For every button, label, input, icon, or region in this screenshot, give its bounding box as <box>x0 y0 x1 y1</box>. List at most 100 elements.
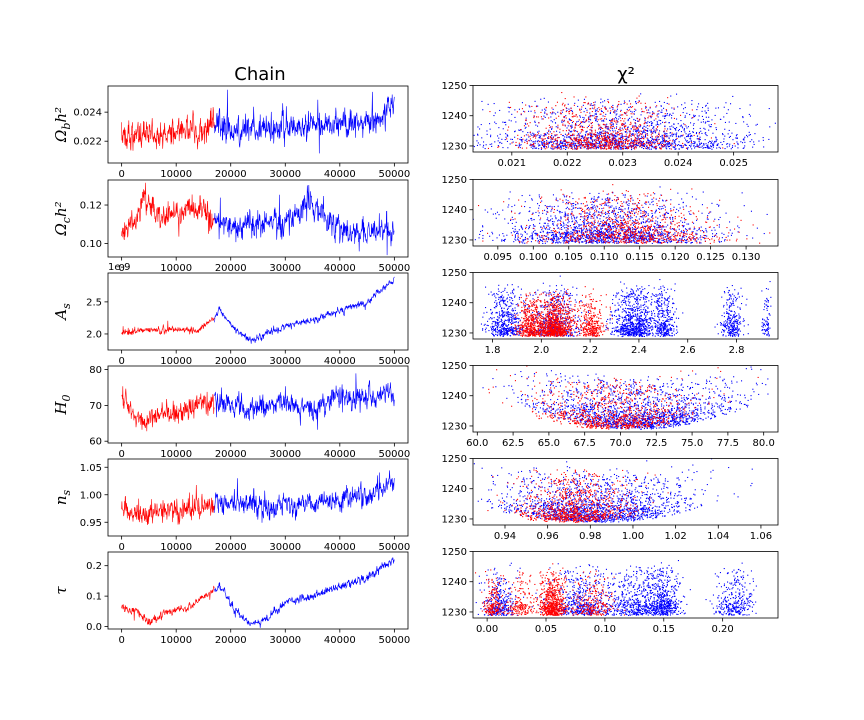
chi2-x-tick-label-1: 0.120 <box>661 252 690 263</box>
chain-x-tick-label-5: 20000 <box>215 635 247 646</box>
chain-x-tick-label-1: 0 <box>118 263 124 274</box>
chi2-y-tick-label-0: 1240 <box>442 111 467 122</box>
chi2-points-chain-2 <box>480 275 772 338</box>
chi2-panel-3: 60.0 62.5 65.0 67.5 70.0 72.5 75.0 77.5 80.0 1230… <box>442 361 779 449</box>
chain-panel-2: 0 10000 20000 30000 40000 50000 2.0 2.5 As 1e-9 <box>52 262 410 367</box>
chain-x-tick-label-3: 30000 <box>269 449 301 460</box>
chi2-panel-1: 0.095 0.100 0.105 0.110 0.115 0.120 0.125 0.130… <box>442 175 779 263</box>
chi2-x-tick-label-5: 0.05 <box>535 624 557 635</box>
chi2-frame-0 <box>472 85 779 153</box>
chi2-y-tick-label-3: 1250 <box>442 361 467 372</box>
chi2-points-chain-1 <box>473 186 768 244</box>
chain-y-tick-label-5: 0.1 <box>86 592 102 603</box>
chain-x-tick-label-4: 20000 <box>215 542 247 553</box>
chain-x-tick-label-2: 50000 <box>378 356 410 367</box>
chi2-y-tick-label-1: 1240 <box>442 205 467 216</box>
chain-x-tick-label-2: 10000 <box>160 356 192 367</box>
chi2-frame-3 <box>472 365 779 433</box>
chain-y-tick-label-3: 80 <box>89 365 102 376</box>
chi2-x-tick-label-5: 0.20 <box>712 624 734 635</box>
chain-trace-2 <box>214 276 395 344</box>
chi2-y-tick-label-3: 1240 <box>442 391 467 402</box>
chi2-x-tick-label-3: 70.0 <box>609 438 631 449</box>
chain-frame-0 <box>107 85 409 164</box>
chain-trace-burn-in-3 <box>121 386 215 432</box>
chi2-y-tick-label-5: 1250 <box>442 547 467 558</box>
chain-frame-2 <box>107 272 409 351</box>
chi2-y-tick-label-4: 1230 <box>442 514 467 525</box>
chi2-x-tick-label-0: 0.025 <box>719 158 748 169</box>
chi2-x-tick-label-3: 80.0 <box>753 438 775 449</box>
chi2-points-burn-in-4 <box>487 469 669 523</box>
chain-offset-text-2: 1e-9 <box>108 262 131 273</box>
chi2-y-tick-label-2: 1230 <box>442 328 467 339</box>
chain-ylabel-3: H0 <box>52 394 73 415</box>
chain-frame-1 <box>107 179 409 258</box>
chain-x-tick-label-2: 0 <box>118 356 124 367</box>
chain-x-tick-label-2: 30000 <box>269 356 301 367</box>
chi2-y-tick-label-0: 1250 <box>442 81 467 92</box>
chain-x-tick-label-4: 30000 <box>269 542 301 553</box>
chi2-frame-1 <box>472 179 779 247</box>
chain-y-tick-label-1: 0.10 <box>80 239 102 250</box>
chi2-panel-4: 0.94 0.96 0.98 1.00 1.02 1.04 1.06 1230 1240 1250 <box>442 454 779 542</box>
chi2-x-tick-label-5: 0.10 <box>594 624 616 635</box>
chi2-x-tick-label-1: 0.100 <box>519 252 548 263</box>
chi2-x-tick-label-0: 0.021 <box>497 158 526 169</box>
chain-panel-5: 0 10000 20000 30000 40000 50000 0.0 0.1 0.2 τ <box>52 551 410 646</box>
chain-x-tick-label-4: 50000 <box>378 542 410 553</box>
chain-frame-4 <box>107 458 409 537</box>
chi2-y-tick-label-4: 1240 <box>442 484 467 495</box>
chi2-x-tick-label-1: 0.110 <box>590 252 619 263</box>
chain-x-tick-label-1: 10000 <box>160 263 192 274</box>
chi2-points-chain-5 <box>475 560 757 616</box>
chain-trace-burn-in-4 <box>121 484 215 526</box>
chain-ylabel-4: ns <box>52 489 73 505</box>
chain-trace-burn-in-1 <box>121 182 215 240</box>
chi2-points-burn-in-5 <box>475 563 626 616</box>
chain-y-tick-label-1: 0.12 <box>80 201 102 212</box>
chi2-y-tick-label-3: 1230 <box>442 421 467 432</box>
chi2-x-tick-label-1: 0.125 <box>696 252 725 263</box>
chain-y-tick-label-2: 2.0 <box>86 329 102 340</box>
chain-trace-burn-in-2 <box>121 317 215 336</box>
chain-x-tick-label-3: 40000 <box>324 449 356 460</box>
chi2-points-burn-in-1 <box>478 184 771 244</box>
chi2-x-tick-label-0: 0.022 <box>553 158 582 169</box>
chi2-x-tick-label-4: 1.04 <box>707 531 729 542</box>
chi2-panel-2: 1.8 2.0 2.2 2.4 2.6 2.8 1230 1240 1250 <box>442 268 779 356</box>
chi2-panel-5: 0.00 0.05 0.10 0.15 0.20 1230 1240 1250 <box>442 547 779 635</box>
chain-y-tick-label-3: 70 <box>89 401 102 412</box>
chain-y-tick-label-4: 1.00 <box>80 490 102 501</box>
chi2-x-tick-label-3: 65.0 <box>538 438 560 449</box>
chain-frame-5 <box>107 551 409 630</box>
chain-ylabel-0: Ωbh² <box>52 107 73 143</box>
chi2-x-tick-label-1: 0.105 <box>554 252 583 263</box>
chain-x-tick-label-3: 20000 <box>215 449 247 460</box>
chi2-points-burn-in-2 <box>509 286 613 337</box>
chi2-x-tick-label-0: 0.024 <box>664 158 693 169</box>
chi2-y-tick-label-1: 1230 <box>442 235 467 246</box>
chain-panel-1: 0 10000 20000 30000 40000 50000 0.10 0.12 Ωch² <box>52 179 410 274</box>
chi2-x-tick-label-5: 0.00 <box>476 624 498 635</box>
chi2-x-tick-label-5: 0.15 <box>653 624 675 635</box>
chain-x-tick-label-4: 10000 <box>160 542 192 553</box>
chi2-frame-5 <box>472 551 779 619</box>
chain-y-tick-label-3: 60 <box>89 437 102 448</box>
chi2-x-tick-label-3: 72.5 <box>645 438 667 449</box>
chi2-x-tick-label-2: 2.8 <box>729 345 745 356</box>
chi2-x-tick-label-3: 60.0 <box>466 438 488 449</box>
chain-x-tick-label-0: 20000 <box>215 169 247 180</box>
chain-x-tick-label-5: 30000 <box>269 635 301 646</box>
chain-x-tick-label-2: 20000 <box>215 356 247 367</box>
chi2-x-tick-label-4: 1.06 <box>750 531 772 542</box>
chain-y-tick-label-4: 0.95 <box>80 518 102 529</box>
chi2-x-tick-label-3: 75.0 <box>681 438 703 449</box>
chi2-column-title: χ² <box>617 64 635 85</box>
chi2-y-tick-label-0: 1230 <box>442 141 467 152</box>
chi2-y-tick-label-1: 1250 <box>442 175 467 186</box>
chi2-x-tick-label-2: 2.6 <box>680 345 696 356</box>
chain-x-tick-label-5: 10000 <box>160 635 192 646</box>
chi2-points-chain-4 <box>473 458 753 523</box>
